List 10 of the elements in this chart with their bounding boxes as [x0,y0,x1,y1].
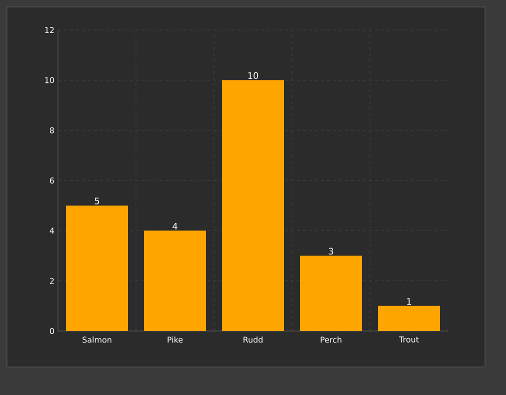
data-label: 4 [172,222,178,230]
bar [378,306,440,331]
data-label: 1 [407,298,412,305]
bar [66,206,128,331]
bar [222,80,284,331]
data-label: 5 [94,198,100,204]
data-label: 3 [328,248,334,255]
bar [144,230,206,331]
bar [300,256,362,331]
data-label: 10 [248,72,258,79]
